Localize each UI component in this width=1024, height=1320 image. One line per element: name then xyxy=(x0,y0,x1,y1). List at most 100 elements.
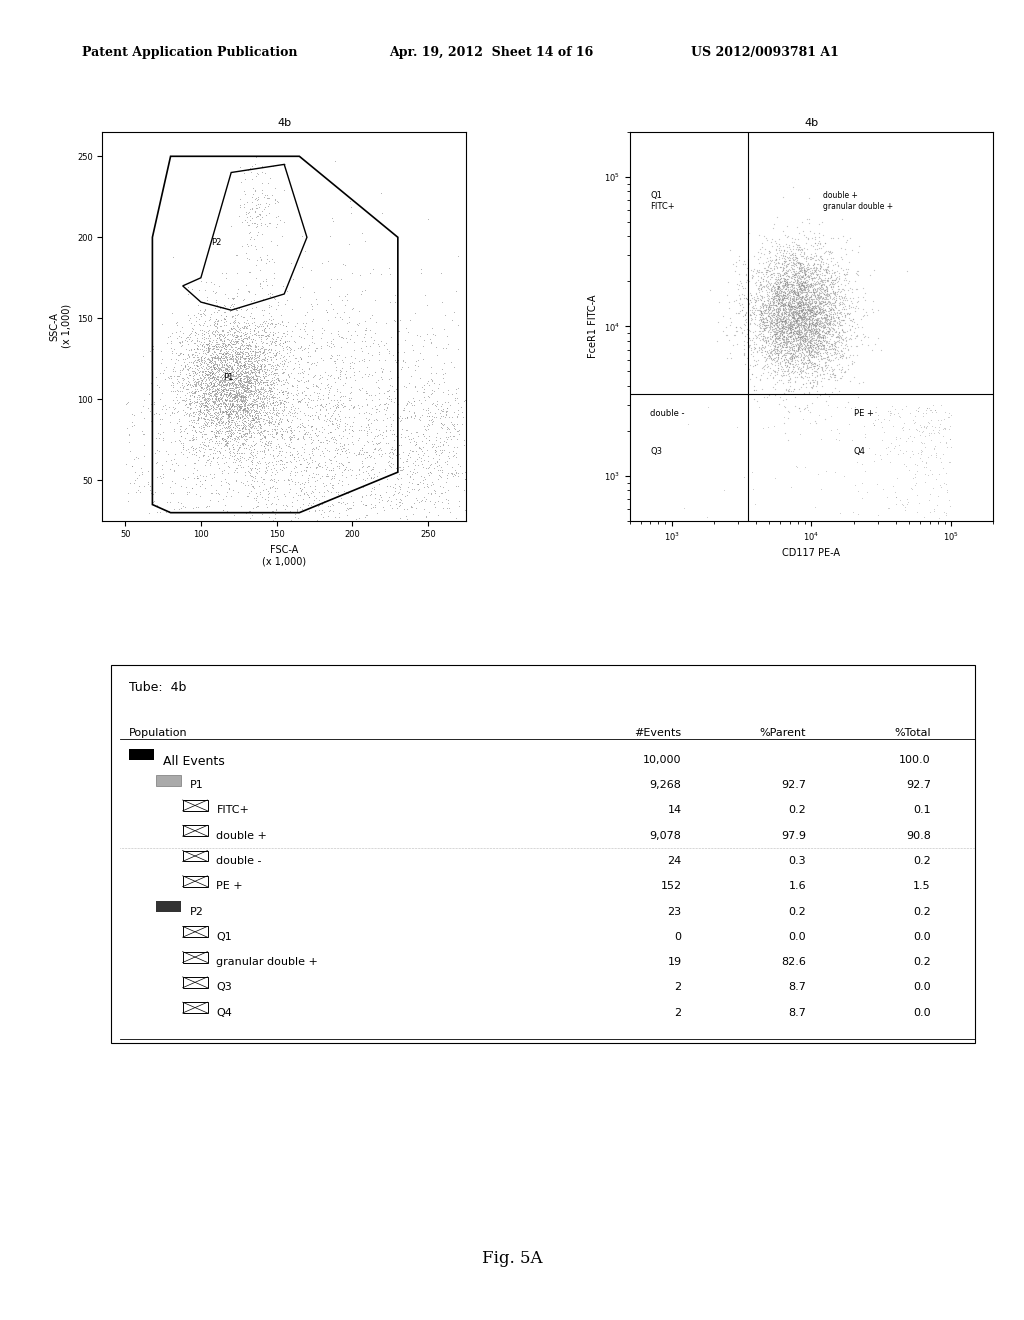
Point xyxy=(221,383,238,404)
Point xyxy=(283,397,299,418)
Point xyxy=(372,424,388,445)
Point xyxy=(242,446,258,467)
Point xyxy=(794,275,810,296)
Point xyxy=(306,333,323,354)
Point xyxy=(257,197,273,218)
Point xyxy=(775,348,792,370)
Point xyxy=(204,379,220,400)
Point xyxy=(330,473,346,494)
Point xyxy=(316,362,333,383)
Point xyxy=(784,275,801,296)
Point xyxy=(769,308,785,329)
Point xyxy=(184,370,201,391)
Point xyxy=(274,381,291,403)
Point xyxy=(791,240,807,261)
Point xyxy=(798,308,814,329)
Point xyxy=(210,358,226,379)
Point xyxy=(228,352,245,374)
Point xyxy=(333,540,349,561)
Point xyxy=(206,375,222,396)
Point xyxy=(286,367,302,388)
Point xyxy=(225,422,242,444)
Point xyxy=(793,366,809,387)
Point xyxy=(791,305,807,326)
Point xyxy=(287,331,303,352)
Point xyxy=(756,312,772,333)
Point xyxy=(792,343,808,364)
Point xyxy=(819,334,836,355)
Point xyxy=(230,313,247,334)
Point xyxy=(813,346,829,367)
Point xyxy=(849,279,865,300)
Point xyxy=(817,292,834,313)
Point xyxy=(189,391,206,412)
Point xyxy=(211,441,227,462)
Point xyxy=(285,396,301,417)
Point xyxy=(784,306,801,327)
Point xyxy=(199,364,215,385)
Point xyxy=(196,424,212,445)
Point xyxy=(344,420,360,441)
Point xyxy=(196,396,212,417)
Point xyxy=(758,348,774,370)
Point xyxy=(232,414,249,436)
Point xyxy=(768,338,784,359)
Point xyxy=(234,306,251,327)
Point xyxy=(813,268,829,289)
Point xyxy=(167,392,183,413)
Point xyxy=(796,350,812,371)
Point xyxy=(248,325,264,346)
Point xyxy=(424,405,440,426)
Point xyxy=(216,379,232,400)
Point xyxy=(791,261,807,282)
Point xyxy=(415,424,431,445)
Point xyxy=(230,422,247,444)
Point xyxy=(197,305,213,326)
Point xyxy=(290,442,306,463)
Point xyxy=(197,392,213,413)
Point xyxy=(767,323,783,345)
Point xyxy=(234,347,251,368)
Point xyxy=(759,260,775,281)
Point xyxy=(770,288,786,309)
Point xyxy=(840,339,856,360)
Text: P1: P1 xyxy=(189,780,204,791)
Point xyxy=(203,474,219,495)
Point xyxy=(272,409,289,430)
Point xyxy=(208,385,224,407)
Point xyxy=(326,447,342,469)
Point xyxy=(290,471,306,492)
Point xyxy=(238,387,254,408)
Point xyxy=(329,414,345,436)
Point xyxy=(243,351,259,372)
Point xyxy=(816,260,833,281)
Point xyxy=(202,385,218,407)
Point xyxy=(242,306,258,327)
Point xyxy=(774,260,791,281)
Point xyxy=(215,401,231,422)
Point xyxy=(286,446,302,467)
Point xyxy=(780,247,797,268)
Point xyxy=(784,312,801,333)
Point xyxy=(816,325,833,346)
Point xyxy=(200,360,216,381)
Point xyxy=(231,420,248,441)
Point xyxy=(269,374,286,395)
Point xyxy=(248,446,264,467)
Point xyxy=(768,327,784,348)
Point xyxy=(266,177,283,198)
Point xyxy=(198,360,214,381)
Point xyxy=(252,413,268,434)
Point xyxy=(230,414,247,436)
Point xyxy=(779,301,796,322)
Point xyxy=(788,346,805,367)
Point xyxy=(755,293,771,314)
Point xyxy=(244,198,260,219)
Point xyxy=(209,327,225,348)
Point xyxy=(189,459,206,480)
Point xyxy=(764,326,780,347)
Point xyxy=(393,434,410,455)
Text: 100.0: 100.0 xyxy=(899,755,931,764)
Point xyxy=(212,358,228,379)
Point xyxy=(815,325,831,346)
